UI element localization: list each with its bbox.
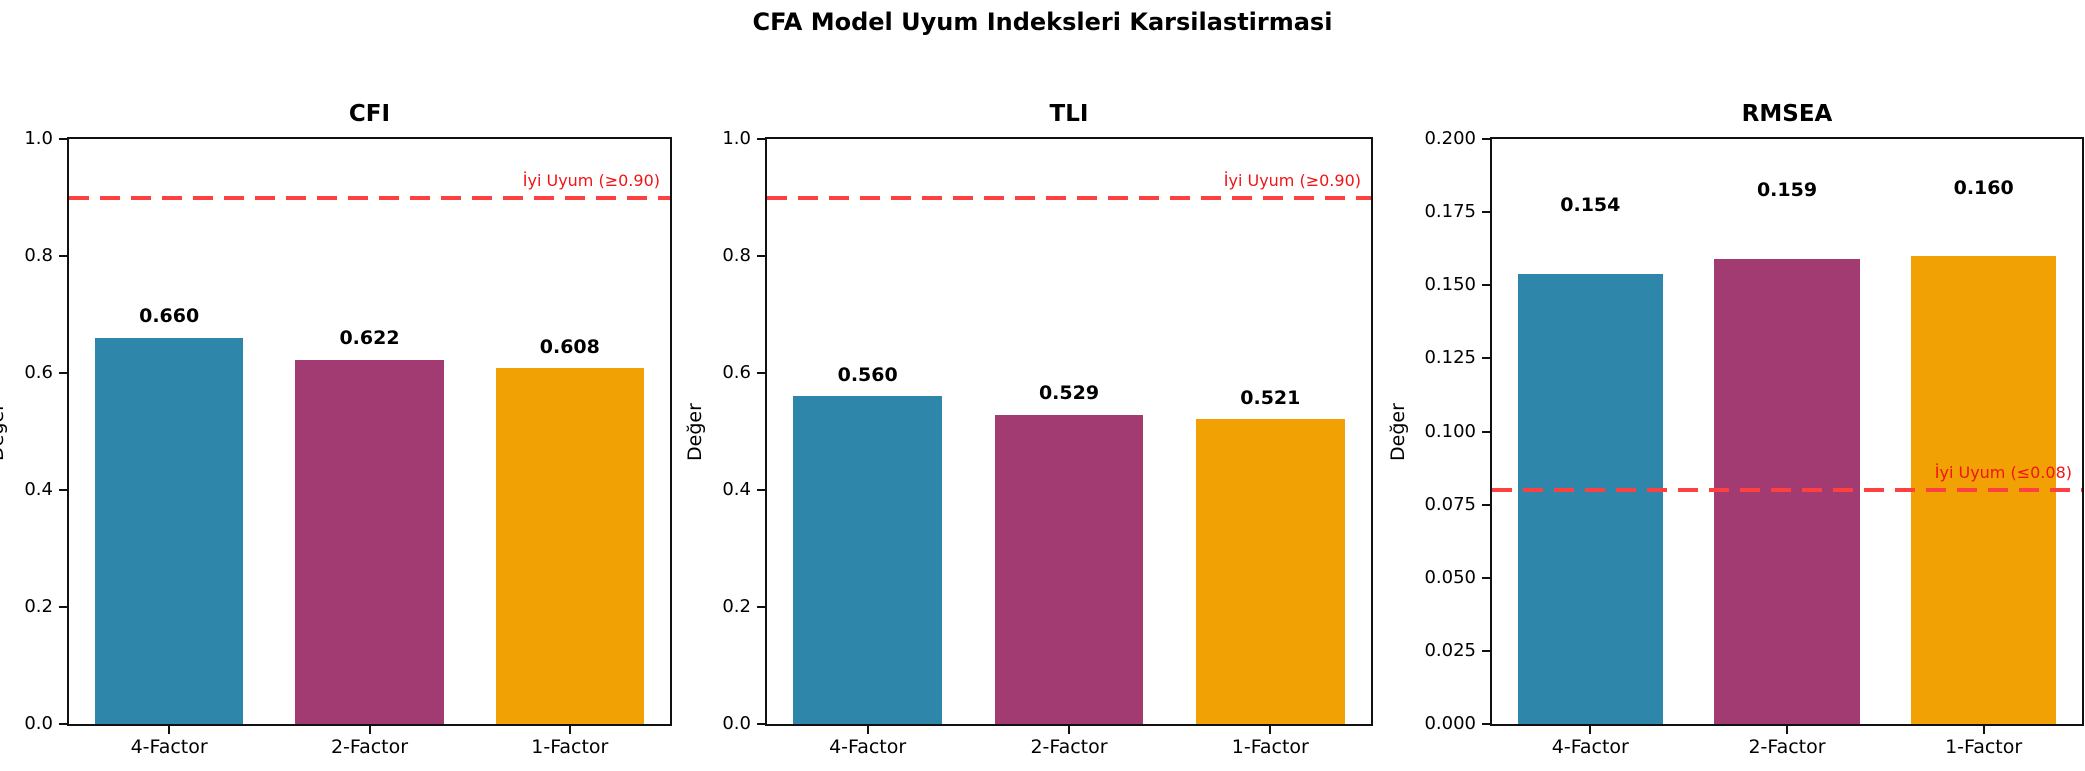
y-tick-label: 0.125	[1424, 347, 1476, 369]
bar-value-label: 0.660	[139, 305, 200, 328]
y-tick-label: 0.6	[24, 362, 53, 383]
bar-4-factor	[793, 396, 943, 724]
y-tick-mark	[1482, 576, 1490, 579]
x-tick-label: 4-Factor	[130, 736, 208, 758]
y-tick-label: 0.2	[24, 596, 53, 617]
y-tick-mark	[59, 489, 67, 491]
x-tick-label: 1-Factor	[531, 736, 609, 758]
y-tick-mark	[59, 255, 67, 257]
y-tick-mark	[1482, 503, 1490, 506]
axes-cfi: CFI Değer 0.0 0.2 0.4 0.6 0.8 1.0 0.660 4-Factor 0…	[0, 101, 672, 758]
y-tick-mark	[757, 255, 765, 257]
threshold-label: İyi Uyum (≥0.90)	[1223, 170, 1361, 190]
y-tick-mark	[1482, 649, 1490, 652]
x-tick-mark	[1589, 726, 1592, 734]
bar-value-label: 0.154	[1560, 194, 1621, 217]
y-tick-mark	[1482, 430, 1490, 433]
x-tick-mark	[1269, 726, 1272, 734]
bar-value-label: 0.159	[1756, 179, 1818, 202]
bar-value-label: 0.160	[1953, 176, 2014, 199]
y-tick-label: 0.2	[722, 596, 751, 617]
y-tick-mark	[757, 138, 765, 140]
x-tick-label: 1-Factor	[1231, 736, 1309, 758]
y-tick-label: 0.200	[1424, 128, 1476, 149]
bar-value-label: 0.622	[339, 327, 400, 350]
y-tick-mark	[59, 138, 67, 140]
y-tick-label: 0.0	[24, 713, 53, 734]
x-tick-mark	[1068, 726, 1070, 734]
y-tick-label: 0.050	[1424, 566, 1476, 588]
x-tick-label: 2-Factor	[330, 736, 409, 758]
threshold-line	[1492, 488, 2082, 492]
y-tick-mark	[1482, 284, 1490, 287]
bar-4-factor	[1517, 273, 1664, 724]
y-tick-mark	[757, 723, 765, 725]
y-tick-label: 0.8	[24, 245, 53, 266]
bar-1-factor	[1195, 419, 1345, 724]
y-tick-label: 0.4	[722, 479, 751, 500]
y-tick-label: 0.075	[1424, 493, 1476, 515]
threshold-label: İyi Uyum (≤0.08)	[1934, 463, 2072, 482]
x-tick-label: 1-Factor	[1945, 736, 2023, 758]
x-tick-mark	[1786, 726, 1788, 734]
y-tick-label: 0.6	[722, 362, 751, 383]
bar-value-label: 0.560	[837, 363, 898, 386]
threshold-line	[767, 195, 1371, 200]
bar-1-factor	[495, 368, 644, 724]
y-tick-mark	[59, 606, 67, 608]
threshold-label: İyi Uyum (≥0.90)	[522, 170, 660, 190]
y-tick-label: 1.0	[24, 128, 53, 149]
y-tick-mark	[757, 372, 765, 374]
bar-value-label: 0.521	[1240, 386, 1301, 409]
axes-tli: TLI Değer 0.0 0.2 0.4 0.6 0.8 1.0 0.560 4-Factor 0…	[684, 101, 1373, 758]
x-tick-mark	[368, 726, 371, 734]
y-tick-label: 0.100	[1424, 420, 1476, 442]
y-tick-mark	[757, 606, 765, 608]
y-tick-label: 1.0	[722, 128, 751, 149]
y-tick-label: 0.8	[722, 245, 751, 266]
y-tick-label: 0.000	[1424, 713, 1476, 734]
x-tick-mark	[866, 726, 869, 734]
y-tick-label: 0.025	[1424, 639, 1476, 661]
y-tick-mark	[59, 372, 67, 374]
figure-title: CFA Model Uyum Indeksleri Karsilastirmas…	[752, 8, 1333, 36]
bar-2-factor	[994, 414, 1144, 724]
x-tick-label: 2-Factor	[1748, 736, 1826, 758]
bar-2-factor	[295, 360, 444, 724]
y-tick-mark	[757, 489, 765, 491]
y-tick-mark	[59, 723, 67, 725]
x-tick-label: 4-Factor	[1551, 736, 1629, 758]
x-tick-mark	[168, 726, 171, 734]
y-tick-label: 0.175	[1424, 201, 1476, 223]
bar-4-factor	[95, 337, 244, 724]
y-tick-mark	[1482, 357, 1490, 360]
y-tick-mark	[1482, 211, 1490, 214]
x-tick-mark	[568, 726, 571, 734]
x-tick-mark	[1982, 726, 1985, 734]
x-tick-label: 4-Factor	[829, 736, 907, 758]
y-tick-label: 0.4	[24, 479, 53, 500]
y-tick-mark	[1482, 138, 1490, 140]
subplot-title: RMSEA	[1741, 101, 1833, 127]
axes-rmsea: RMSEA Değer 0.000 0.025 0.050 0.075 0.100 0.125…	[1387, 101, 2084, 758]
bar-value-label: 0.608	[539, 335, 600, 358]
subplot-title: TLI	[1049, 101, 1089, 127]
subplot-title: CFI	[348, 101, 391, 127]
y-tick-label: 0.0	[722, 713, 751, 734]
bar-value-label: 0.529	[1038, 381, 1100, 404]
y-tick-label: 0.150	[1424, 274, 1476, 296]
y-tick-mark	[1482, 723, 1490, 725]
threshold-line	[69, 195, 670, 200]
x-tick-label: 2-Factor	[1030, 736, 1108, 758]
